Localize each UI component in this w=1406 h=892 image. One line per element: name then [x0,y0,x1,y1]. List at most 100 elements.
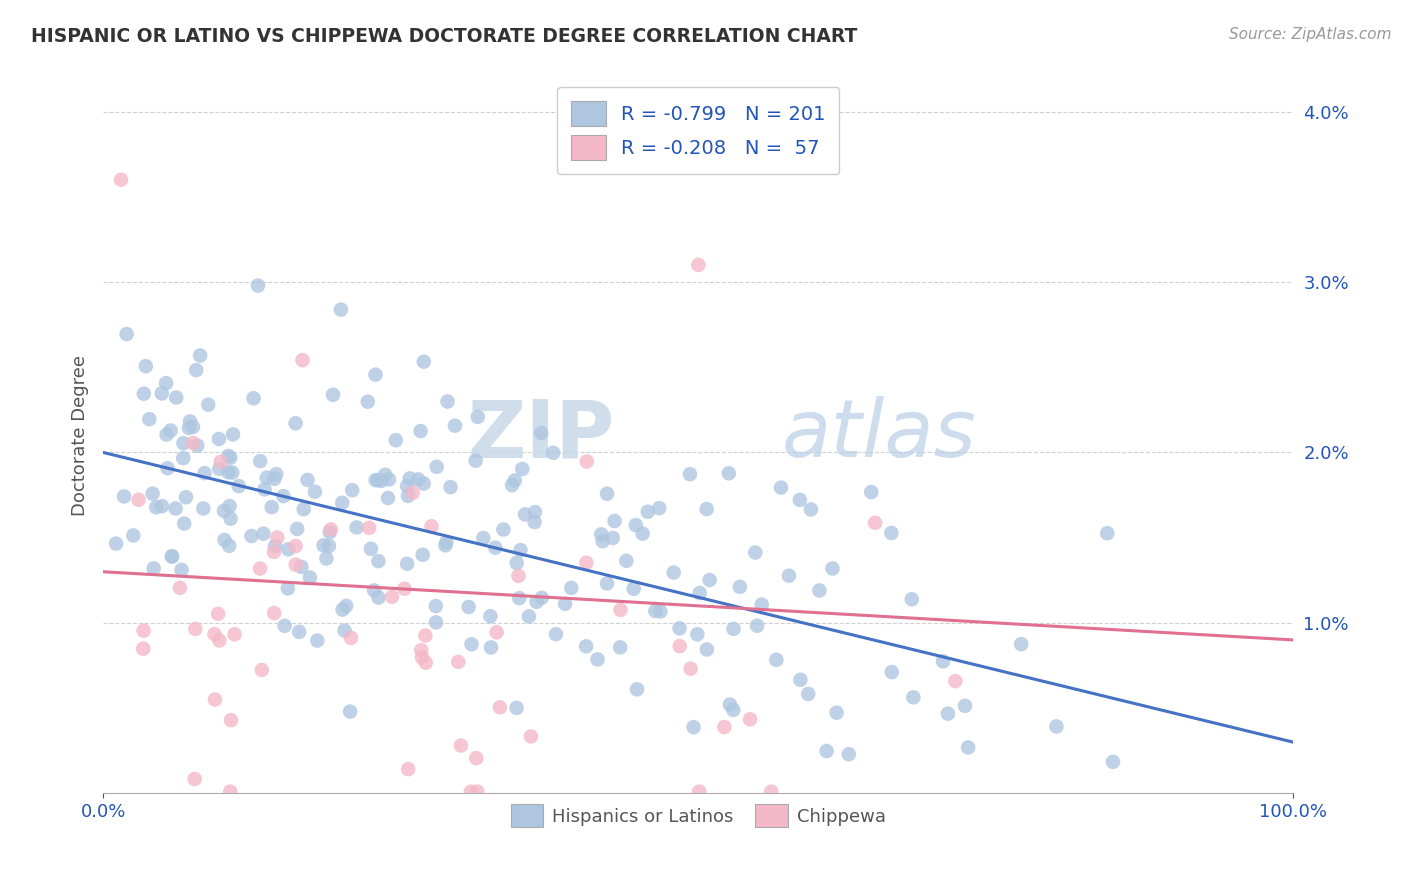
Point [318,539,340,553]
Point [815,744,838,758]
Point [339,705,361,719]
Point [332,602,354,616]
Point [128,492,150,507]
Point [945,674,967,689]
Point [298,570,321,584]
Point [436,394,458,409]
Point [411,650,433,665]
Point [447,655,470,669]
Point [145,500,167,515]
Point [484,541,506,555]
Point [778,568,800,582]
Point [217,449,239,463]
Point [501,478,523,492]
Point [609,640,631,655]
Point [364,368,387,382]
Point [769,481,792,495]
Point [186,363,208,377]
Point [204,627,226,641]
Point [467,409,489,424]
Point [797,687,820,701]
Point [738,712,761,726]
Point [172,451,194,466]
Point [420,519,443,533]
Point [396,489,419,503]
Point [346,520,368,534]
Point [751,598,773,612]
Point [1010,637,1032,651]
Point [159,424,181,438]
Point [335,599,357,613]
Point [699,573,721,587]
Point [378,473,401,487]
Text: ZIP: ZIP [468,396,614,475]
Point [544,627,567,641]
Point [297,473,319,487]
Point [193,501,215,516]
Point [374,467,396,482]
Point [177,421,200,435]
Point [688,784,710,798]
Point [1045,719,1067,733]
Point [425,615,447,630]
Point [808,583,831,598]
Point [260,500,283,515]
Point [503,474,526,488]
Point [396,557,419,571]
Point [312,538,335,552]
Point [957,740,980,755]
Point [256,471,278,485]
Point [138,412,160,426]
Point [789,673,811,687]
Point [273,489,295,503]
Point [679,467,702,482]
Point [155,376,177,391]
Point [242,392,264,406]
Point [284,416,307,430]
Point [614,554,637,568]
Point [696,642,718,657]
Point [218,499,240,513]
Point [249,561,271,575]
Point [717,467,740,481]
Point [292,502,315,516]
Point [718,698,741,712]
Point [825,706,848,720]
Point [209,455,232,469]
Point [689,586,711,600]
Point [523,515,546,529]
Point [415,628,437,642]
Point [398,471,420,485]
Point [575,640,598,654]
Point [880,665,903,679]
Point [207,607,229,621]
Point [266,531,288,545]
Point [246,278,269,293]
Point [789,492,811,507]
Point [252,526,274,541]
Point [186,439,208,453]
Point [554,597,576,611]
Point [728,580,751,594]
Point [460,637,482,651]
Point [228,479,250,493]
Point [800,502,823,516]
Point [644,604,666,618]
Point [132,624,155,638]
Point [586,652,609,666]
Point [479,609,502,624]
Point [761,784,783,798]
Y-axis label: Doctorate Degree: Doctorate Degree [72,355,89,516]
Point [208,633,231,648]
Point [218,539,240,553]
Point [112,490,135,504]
Point [631,526,654,541]
Point [150,499,173,513]
Point [623,582,645,596]
Point [713,720,735,734]
Point [155,427,177,442]
Point [472,531,495,545]
Point [253,483,276,497]
Point [165,501,187,516]
Point [508,569,530,583]
